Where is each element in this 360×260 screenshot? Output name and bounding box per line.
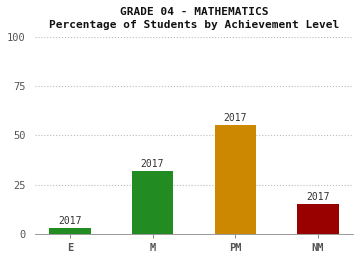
Text: 2017: 2017 (224, 113, 247, 124)
Bar (49, 228, 90, 234)
Bar (297, 204, 339, 234)
Text: 2017: 2017 (141, 159, 164, 169)
Bar (215, 125, 256, 234)
Title: GRADE 04 - MATHEMATICS
Percentage of Students by Achievement Level: GRADE 04 - MATHEMATICS Percentage of Stu… (49, 7, 339, 30)
Bar (132, 171, 173, 234)
Text: 2017: 2017 (58, 216, 82, 226)
Text: 2017: 2017 (306, 192, 330, 203)
